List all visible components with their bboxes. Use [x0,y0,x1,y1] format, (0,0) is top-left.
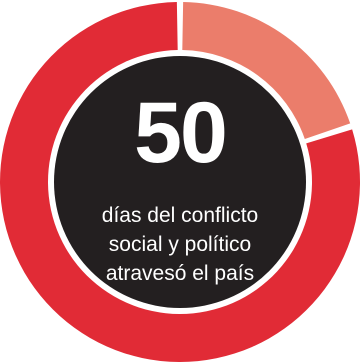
center-number: 50 [134,85,226,181]
donut-slice-1 [182,2,351,140]
center-disc [54,56,306,308]
caption-line-1: días del conflicto [102,204,258,227]
caption-line-3: atravesó el país [106,262,254,285]
caption-line-2: social y político [109,233,251,256]
